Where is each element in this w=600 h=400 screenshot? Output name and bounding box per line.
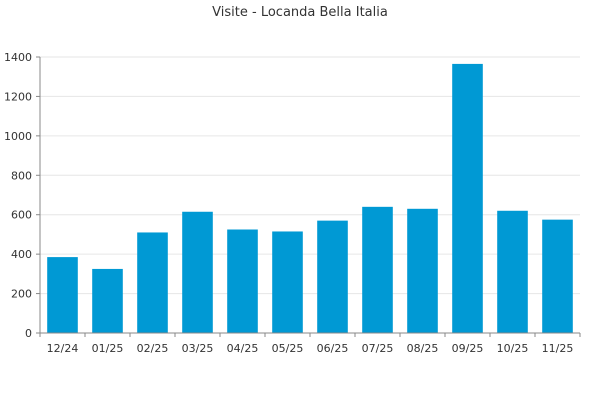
bar-04-25[interactable] [227,229,258,334]
x-tick-label: 08/25 [407,342,439,355]
x-tick-label: 07/25 [362,342,394,355]
bar-02-25[interactable] [137,232,168,333]
x-tick-label: 04/25 [227,342,259,355]
y-tick-label: 1200 [4,90,32,103]
x-tick-label: 10/25 [497,342,529,355]
bar-08-25[interactable] [407,208,438,333]
y-tick-label: 400 [11,248,32,261]
bar-06-25[interactable] [317,220,348,333]
x-tick-label: 09/25 [452,342,484,355]
chart-title: Visite - Locanda Bella Italia [212,5,388,20]
bar-12-24[interactable] [47,257,78,333]
axes [36,56,581,337]
y-tick-label: 800 [11,169,32,182]
x-tick-label: 05/25 [272,342,304,355]
bar-03-25[interactable] [182,211,213,333]
bar-07-25[interactable] [362,206,393,333]
y-tick-label: 600 [11,209,32,222]
bar-11-25[interactable] [542,219,573,333]
x-tick-labels: 12/24 01/25 02/25 03/25 04/25 05/25 06/25 07/25… [47,342,574,355]
y-tick-labels: 0 200 400 600 800 1000 1200 1400 [4,51,32,340]
y-tick-label: 1000 [4,130,32,143]
y-tick-label: 0 [25,327,32,340]
x-tick-label: 02/25 [137,342,169,355]
x-tick-label: 03/25 [182,342,214,355]
y-tick-label: 1400 [4,51,32,64]
bars [47,63,573,334]
x-tick-label: 06/25 [317,342,349,355]
x-tick-label: 12/24 [47,342,79,355]
grid-lines [40,56,580,295]
y-tick-label: 200 [11,288,32,301]
x-tick-label: 11/25 [542,342,574,355]
bar-09-25[interactable] [452,63,483,334]
x-tick-label: 01/25 [92,342,124,355]
bar-10-25[interactable] [497,210,528,333]
bar-05-25[interactable] [272,231,303,333]
bar-01-25[interactable] [92,268,123,333]
